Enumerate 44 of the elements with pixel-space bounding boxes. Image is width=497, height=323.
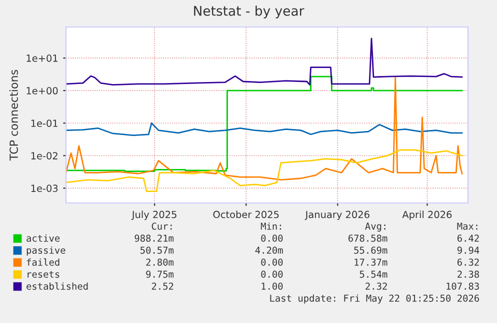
text: 9.75m [146,270,174,278]
text: 9.94 [457,246,480,254]
text: 4.20m [255,246,283,254]
y-tick-label: 1e-01 [31,120,58,127]
text: 0.00 [261,234,283,242]
x-tick-label: January 2026 [304,210,370,220]
text: 0.00 [261,270,283,278]
y-tick-label: 1e+00 [26,87,58,94]
y-tick-label: 1e+01 [26,54,58,62]
text: Cur: [152,222,172,230]
y-axis-title: TCP connections [9,70,18,161]
text: 50.57m [140,246,174,254]
text: 2.38 [458,270,479,278]
text: 2.52 [152,282,174,290]
legend-label: failed [26,258,60,266]
text: 2.32 [366,282,387,290]
chart-title: Netstat - by year [194,6,304,18]
text: 988.21m [134,234,174,242]
text: 55.69m [354,246,388,254]
x-tick-label: October 2025 [213,210,279,218]
text: Max: [457,222,478,230]
text: 107.83 [446,282,479,290]
legend-label: established [26,282,88,290]
text: 6.32 [457,258,479,266]
y-tick-label: 1e-02 [31,152,58,160]
legend-label: passive [26,246,66,256]
line-series [66,149,463,192]
x-tick-label: April 2026 [402,210,452,220]
text: 0.00 [261,258,283,266]
x-tick-label: July 2025 [131,210,176,220]
legend-label: active [26,234,60,242]
text: Min: [260,222,282,230]
text: 5.54m [360,270,388,278]
text: 6.42 [457,234,479,242]
line-series [66,122,463,136]
text: 1.00 [262,282,283,290]
y-tick-label: 1e-03 [31,184,58,192]
text: 17.37m [354,258,388,266]
line-series [66,38,463,86]
text: 678.58m [348,234,388,242]
text: Last update: Fri May 22 01:25:50 2026 [270,294,479,304]
text: Avg: [365,222,386,232]
text: 2.80m [146,258,174,266]
legend-label: resets [28,271,60,278]
